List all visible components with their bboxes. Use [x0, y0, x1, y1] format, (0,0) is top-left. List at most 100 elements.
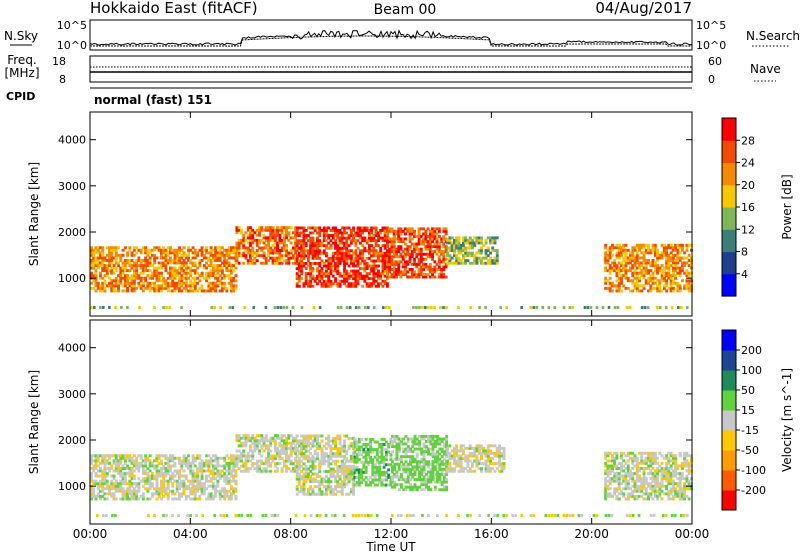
echo-cell — [325, 226, 328, 230]
echo-cell — [94, 259, 98, 262]
echo-cell — [166, 487, 170, 491]
echo-cell — [353, 443, 357, 446]
echo-cell — [390, 240, 394, 243]
echo-cell — [117, 289, 120, 293]
echo-cell — [218, 248, 222, 252]
echo-cell — [112, 459, 116, 463]
echo-cell — [251, 449, 255, 453]
echo-cell — [435, 268, 439, 271]
echo-cell — [202, 482, 206, 486]
echo-cell — [164, 487, 168, 491]
echo-cell — [282, 244, 286, 247]
echo-cell — [667, 246, 671, 250]
echo-cell — [316, 439, 319, 443]
echo-cell — [128, 482, 132, 486]
echo-cell — [304, 272, 308, 276]
echo-cell — [297, 234, 301, 237]
echo-cell — [615, 284, 619, 288]
echo-cell — [121, 472, 125, 475]
echo-cell — [313, 434, 317, 438]
echo-cell — [200, 459, 204, 463]
echo-cell — [606, 472, 610, 475]
echo-cell — [117, 261, 120, 265]
echo-cell — [121, 456, 125, 460]
echo-cell — [96, 456, 100, 460]
echo-cell — [354, 272, 358, 276]
echo-cell — [291, 436, 295, 440]
echo-cell — [377, 264, 380, 268]
echo-cell — [251, 436, 255, 440]
echo-cell — [148, 259, 152, 262]
echo-cell — [105, 246, 109, 250]
echo-cell — [249, 233, 252, 237]
echo-cell — [489, 256, 492, 260]
echo-cell — [638, 261, 641, 265]
echo-cell — [307, 459, 310, 463]
echo-cell — [108, 456, 111, 460]
echo-cell — [249, 238, 252, 242]
echo-cell — [381, 279, 385, 283]
echo-cell — [175, 259, 179, 262]
echo-cell — [184, 284, 188, 288]
echo-cell — [389, 440, 393, 444]
echo-cell — [182, 492, 186, 496]
echo-cell — [202, 464, 206, 468]
echo-cell — [362, 465, 366, 469]
echo-cell — [442, 462, 446, 466]
echo-cell — [325, 487, 328, 491]
echo-cell — [428, 252, 432, 256]
echo-cell — [480, 444, 483, 448]
echo-cell — [294, 467, 298, 471]
echo-cell — [126, 306, 129, 309]
echo-cell — [419, 250, 423, 254]
echo-cell — [437, 229, 441, 233]
echo-cell — [417, 250, 421, 254]
echo-cell — [211, 477, 215, 481]
echo-cell — [214, 246, 218, 250]
echo-cell — [647, 281, 650, 285]
echo-cell — [209, 497, 213, 501]
echo-cell — [287, 436, 291, 440]
echo-cell — [291, 467, 295, 471]
echo-cell — [90, 281, 93, 285]
echo-cell — [426, 265, 430, 269]
echo-cell — [436, 470, 439, 474]
echo-cell — [135, 461, 139, 465]
echo-cell — [119, 461, 123, 465]
echo-cell — [433, 260, 437, 264]
echo-cell — [198, 454, 202, 458]
echo-cell — [253, 446, 257, 450]
echo-cell — [395, 447, 399, 451]
echo-cell — [151, 264, 154, 267]
echo-cell — [157, 271, 161, 275]
echo-cell — [347, 251, 351, 255]
echo-cell — [606, 256, 610, 260]
echo-cell — [253, 231, 257, 235]
echo-cell — [178, 494, 181, 498]
echo-cell — [343, 442, 346, 445]
echo-cell — [271, 238, 275, 242]
echo-cell — [182, 261, 186, 265]
echo-cell — [375, 470, 379, 474]
echo-cell — [345, 284, 349, 288]
echo-cell — [455, 238, 459, 242]
echo-cell — [151, 464, 154, 468]
echo-cell — [354, 279, 358, 283]
echo-cell — [135, 497, 139, 501]
echo-cell — [295, 267, 299, 270]
echo-cell — [132, 487, 136, 491]
echo-cell — [649, 261, 653, 265]
echo-cell — [297, 459, 301, 463]
echo-cell — [280, 231, 284, 235]
echo-cell — [267, 449, 270, 453]
echo-cell — [667, 274, 671, 278]
echo-cell — [90, 489, 93, 493]
echo-cell — [180, 248, 184, 252]
echo-cell — [318, 470, 322, 473]
echo-cell — [144, 248, 148, 252]
echo-cell — [529, 306, 533, 309]
echo-cell — [269, 249, 273, 252]
echo-cell — [160, 479, 163, 483]
echo-cell — [264, 228, 268, 232]
echo-cell — [144, 464, 148, 468]
